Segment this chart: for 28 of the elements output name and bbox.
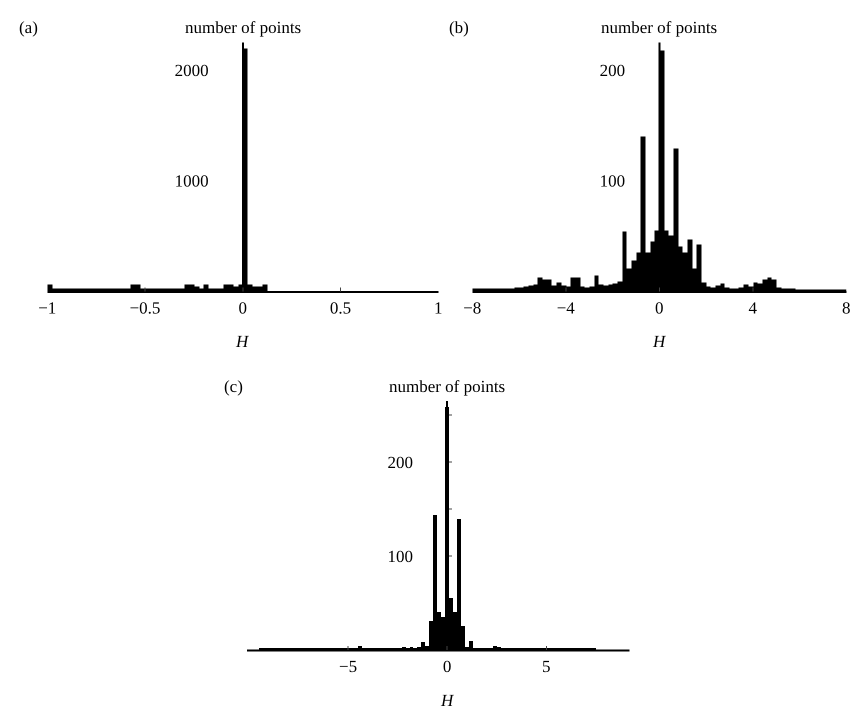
x-axis-title: H: [235, 332, 250, 351]
chart-title: (a): [19, 18, 38, 37]
x-tick-label: −8: [463, 298, 482, 318]
y-tick-label: 100: [388, 546, 414, 566]
y-axis-title: number of points: [601, 18, 718, 37]
y-tick-label: 1000: [174, 172, 209, 191]
x-tick-label: 8: [842, 298, 850, 318]
x-tick-label: 0: [238, 298, 247, 318]
y-tick-label: 100: [600, 172, 626, 191]
x-tick-label: −5: [339, 656, 358, 676]
y-axis-title: number of points: [389, 377, 506, 396]
x-axis-title: H: [652, 332, 667, 351]
y-tick-label: 200: [388, 453, 414, 472]
x-tick-label: −0.5: [130, 298, 160, 318]
x-tick-label: −4: [556, 298, 576, 318]
y-tick-label: 2000: [174, 61, 209, 80]
x-tick-label: 4: [748, 298, 758, 318]
x-tick-label: 5: [542, 656, 551, 676]
x-axis-title: H: [440, 691, 455, 710]
x-tick-label: 0: [442, 656, 452, 676]
x-tick-label: 0.5: [330, 298, 352, 318]
chart-title: (c): [224, 377, 243, 396]
x-tick-label: 0: [655, 298, 664, 318]
chart-title: (b): [449, 18, 469, 37]
y-axis-title: number of points: [185, 18, 302, 37]
x-tick-label: −1: [38, 298, 56, 318]
x-tick-label: 1: [434, 298, 442, 318]
y-tick-label: 200: [600, 61, 626, 80]
